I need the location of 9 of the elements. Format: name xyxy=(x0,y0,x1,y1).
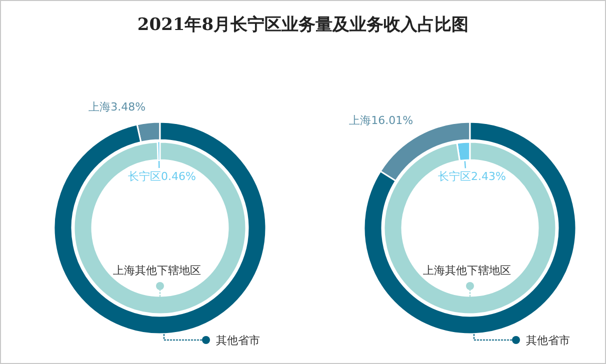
slice-label: 上海其他下辖地区 xyxy=(113,264,201,277)
slice-label: 长宁区2.43% xyxy=(438,170,506,183)
text: 2021年8月长宁区业务量及业务收入占比图 xyxy=(137,15,469,35)
legend-label: 其他省市 xyxy=(216,334,260,347)
slice-label: 上海3.48% xyxy=(88,100,146,114)
slice-label: 上海其他下辖地区 xyxy=(423,264,511,277)
slice-label: 上海16.01% xyxy=(349,114,414,128)
legend-label: 其他省市 xyxy=(526,334,570,347)
slice-label: 长宁区0.46% xyxy=(128,170,196,183)
